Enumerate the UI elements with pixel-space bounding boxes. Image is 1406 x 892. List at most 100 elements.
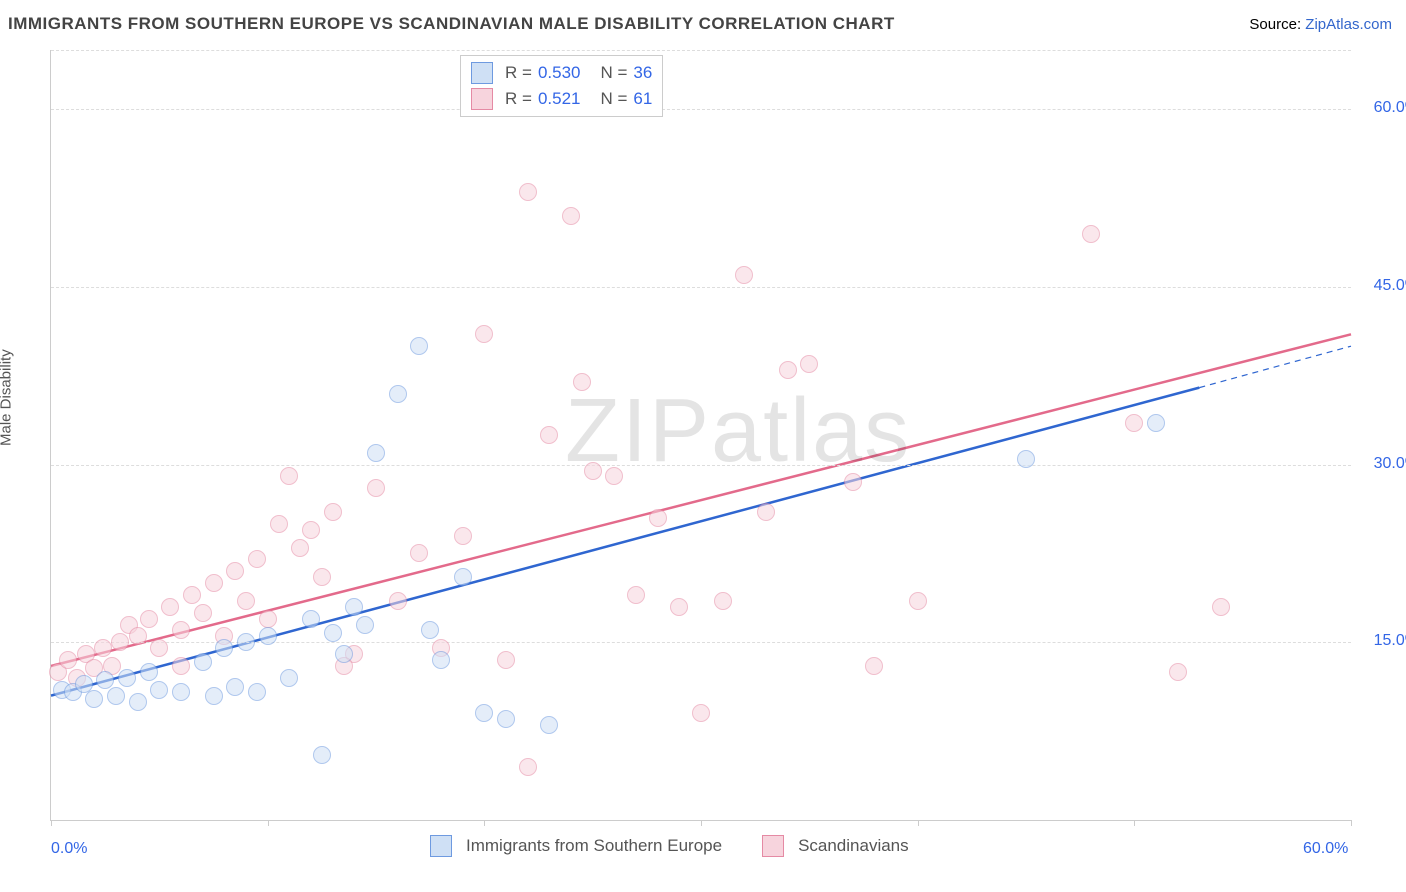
y-tick-label: 30.0% [1359, 455, 1406, 473]
chart-container: IMMIGRANTS FROM SOUTHERN EUROPE VS SCAND… [0, 0, 1406, 892]
data-point [335, 645, 353, 663]
data-point [909, 592, 927, 610]
data-point [497, 651, 515, 669]
legend-swatch [471, 62, 493, 84]
data-point [584, 462, 602, 480]
data-point [627, 586, 645, 604]
data-point [94, 639, 112, 657]
legend-r-label: R = [505, 60, 532, 86]
legend-series: Immigrants from Southern Europe Scandinav… [430, 835, 909, 857]
data-point [59, 651, 77, 669]
data-point [161, 598, 179, 616]
gridline [51, 109, 1351, 110]
source-link[interactable]: ZipAtlas.com [1305, 16, 1392, 33]
data-point [1017, 450, 1035, 468]
data-point [1147, 414, 1165, 432]
data-point [605, 467, 623, 485]
data-point [519, 183, 537, 201]
data-point [410, 544, 428, 562]
y-axis-label: Male Disability [0, 349, 15, 446]
legend-r-value: 0.530 [538, 60, 581, 86]
data-point [259, 610, 277, 628]
data-point [280, 467, 298, 485]
data-point [85, 690, 103, 708]
legend-n-label: N = [600, 60, 627, 86]
data-point [280, 669, 298, 687]
data-point [389, 385, 407, 403]
data-point [865, 657, 883, 675]
data-point [432, 651, 450, 669]
data-point [194, 653, 212, 671]
data-point [540, 716, 558, 734]
data-point [454, 527, 472, 545]
data-point [573, 373, 591, 391]
data-point [475, 704, 493, 722]
x-tick-mark [484, 820, 485, 826]
data-point [237, 633, 255, 651]
data-point [129, 627, 147, 645]
x-tick-label: 60.0% [1303, 840, 1348, 858]
legend-n-value: 36 [633, 60, 652, 86]
data-point [313, 746, 331, 764]
legend-stat-row: R = 0.521N = 61 [471, 86, 652, 112]
x-tick-mark [918, 820, 919, 826]
data-point [562, 207, 580, 225]
legend-swatch [430, 835, 452, 857]
legend-stats: R = 0.530N = 36R = 0.521N = 61 [460, 55, 663, 117]
x-tick-mark [51, 820, 52, 826]
x-tick-mark [1134, 820, 1135, 826]
data-point [1169, 663, 1187, 681]
legend-swatch [762, 835, 784, 857]
data-point [1082, 225, 1100, 243]
data-point [735, 266, 753, 284]
legend-n-label: N = [600, 86, 627, 112]
data-point [1125, 414, 1143, 432]
data-point [844, 473, 862, 491]
legend-n-value: 61 [633, 86, 652, 112]
data-point [356, 616, 374, 634]
data-point [714, 592, 732, 610]
data-point [324, 503, 342, 521]
y-tick-label: 60.0% [1359, 99, 1406, 117]
data-point [540, 426, 558, 444]
data-point [140, 610, 158, 628]
data-point [367, 444, 385, 462]
data-point [270, 515, 288, 533]
chart-title: IMMIGRANTS FROM SOUTHERN EUROPE VS SCAND… [8, 14, 895, 34]
data-point [194, 604, 212, 622]
data-point [389, 592, 407, 610]
legend-swatch [471, 88, 493, 110]
data-point [757, 503, 775, 521]
data-point [172, 621, 190, 639]
gridline [51, 287, 1351, 288]
data-point [150, 681, 168, 699]
x-tick-label: 0.0% [51, 840, 87, 858]
legend-series-item: Immigrants from Southern Europe [430, 835, 722, 857]
data-point [1212, 598, 1230, 616]
data-point [118, 669, 136, 687]
trend-line [51, 334, 1351, 666]
x-tick-mark [268, 820, 269, 826]
data-point [475, 325, 493, 343]
gridline [51, 50, 1351, 51]
data-point [237, 592, 255, 610]
data-point [172, 657, 190, 675]
legend-r-value: 0.521 [538, 86, 581, 112]
data-point [111, 633, 129, 651]
source-credit: Source: ZipAtlas.com [1249, 16, 1392, 33]
data-point [129, 693, 147, 711]
legend-series-item: Scandinavians [762, 835, 909, 857]
data-point [302, 521, 320, 539]
legend-series-label: Scandinavians [798, 836, 909, 856]
data-point [291, 539, 309, 557]
data-point [692, 704, 710, 722]
data-point [140, 663, 158, 681]
data-point [421, 621, 439, 639]
y-tick-label: 15.0% [1359, 632, 1406, 650]
data-point [302, 610, 320, 628]
data-point [226, 562, 244, 580]
data-point [670, 598, 688, 616]
data-point [248, 683, 266, 701]
x-tick-mark [1351, 820, 1352, 826]
data-point [800, 355, 818, 373]
